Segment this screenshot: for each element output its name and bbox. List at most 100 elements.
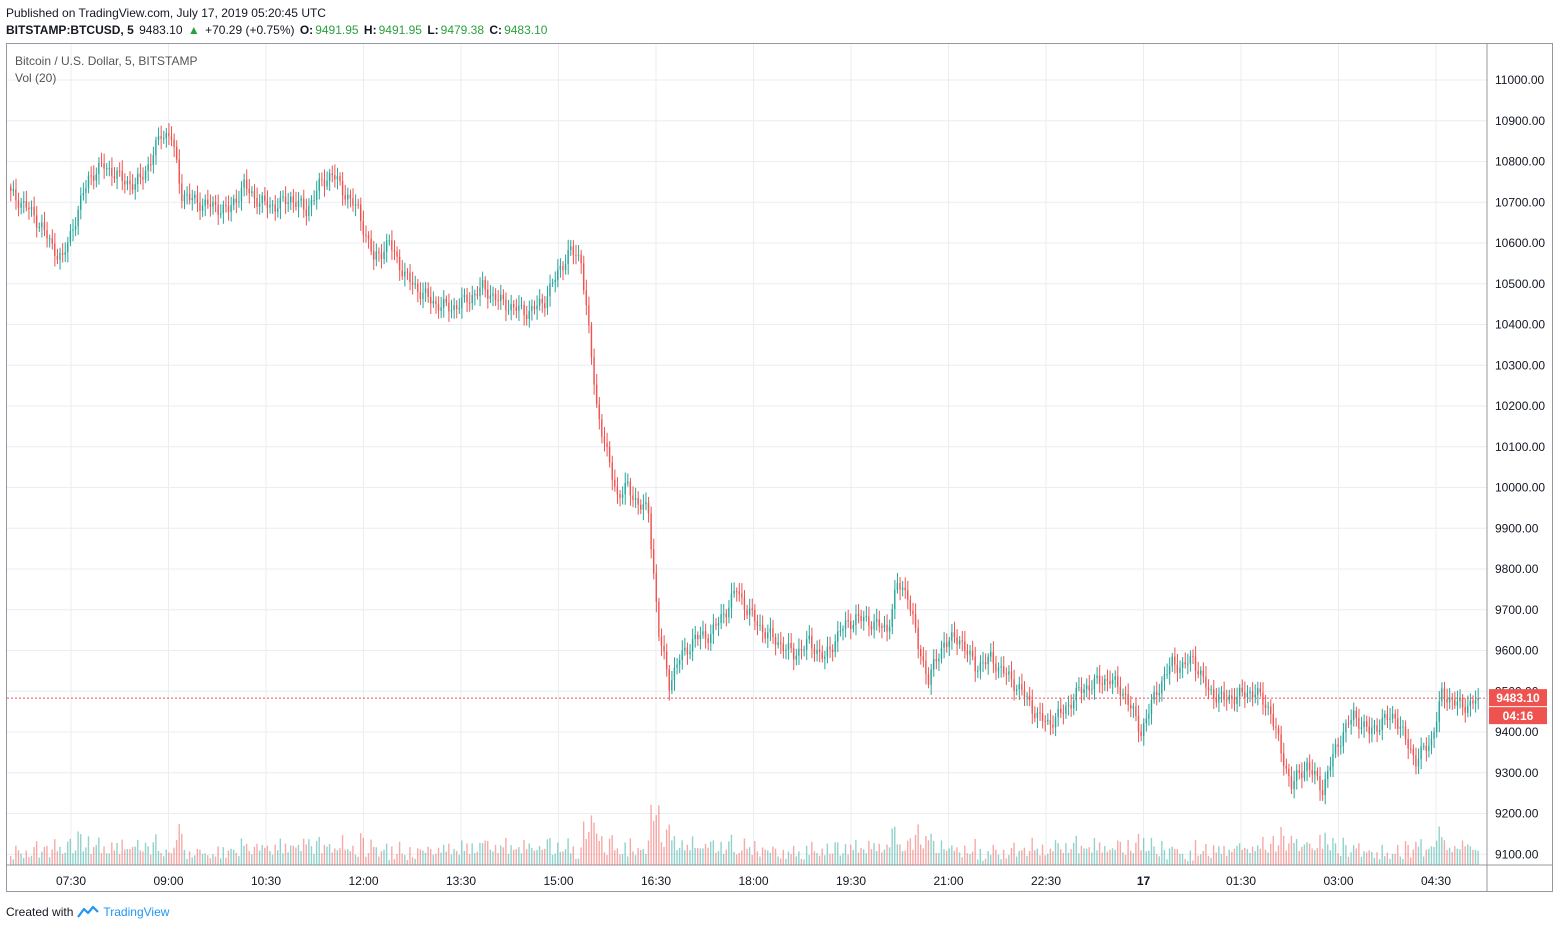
volume-bar [850, 844, 852, 865]
candle-body [328, 173, 331, 181]
volume-bar [1236, 845, 1238, 865]
volume-bar [111, 842, 113, 865]
candle-body [1047, 719, 1049, 722]
series-legend[interactable]: Bitcoin / U.S. Dollar, 5, BITSTAMP [15, 54, 198, 68]
volume-bar [982, 860, 984, 865]
y-tick-label: 10300.00 [1495, 358, 1545, 372]
volume-bar [284, 843, 287, 865]
candle-body [1088, 685, 1090, 691]
candle-body [1155, 692, 1158, 696]
candle-body [652, 549, 655, 574]
volume-bar [652, 821, 655, 865]
volume-bar [406, 860, 409, 865]
candle-body [767, 632, 769, 639]
volume-bar [404, 855, 406, 865]
candle-body [676, 664, 678, 668]
candle-body [557, 269, 559, 280]
candle-body [1254, 694, 1256, 698]
volume-bar [1065, 843, 1067, 865]
candle-body [422, 292, 424, 299]
volume-bar [821, 848, 823, 865]
candle-body [878, 619, 880, 627]
candle-body [411, 282, 414, 285]
volume-bar [1238, 843, 1241, 865]
chart-frame[interactable] [6, 43, 1553, 892]
volume-bar [614, 850, 616, 865]
volume-bar [811, 841, 813, 865]
candle-body [1306, 762, 1308, 771]
volume-bar [603, 852, 606, 865]
candle-body [1467, 705, 1469, 713]
candle-body [1184, 662, 1186, 665]
volume-bar [396, 854, 398, 865]
candle-body [1280, 734, 1282, 754]
volume-bar [567, 838, 569, 865]
candle-body [1308, 762, 1311, 770]
candle-body [222, 204, 224, 214]
volume-bar [484, 840, 486, 865]
volume-bar [17, 850, 20, 865]
volume-bar [1417, 846, 1420, 865]
volume-bar [258, 850, 261, 865]
candle-body [38, 226, 40, 228]
candle-body [85, 188, 87, 194]
volume-bar [1096, 850, 1098, 865]
candle-body [1119, 686, 1122, 696]
volume-bar [489, 849, 492, 865]
volume-bar [831, 853, 834, 865]
candle-body [627, 481, 629, 484]
volume-bar [1101, 852, 1103, 865]
candle-body [1415, 755, 1417, 767]
volume-bar [1231, 851, 1233, 865]
volume-bar [813, 851, 816, 865]
volume-bar [56, 851, 59, 865]
volume-bar [699, 848, 702, 865]
candle-body [575, 255, 577, 257]
volume-bar [966, 853, 969, 865]
candle-body [979, 662, 982, 671]
volume-bar [98, 837, 100, 865]
volume-bar [28, 857, 30, 865]
volume-bar [720, 841, 722, 865]
candle-body [1137, 715, 1140, 732]
volume-legend[interactable]: Vol (20) [15, 71, 57, 85]
candle-body [103, 163, 105, 169]
volume-bar [772, 846, 774, 865]
candle-body [191, 198, 193, 201]
x-tick-label: 13:30 [446, 874, 476, 888]
volume-bar [497, 852, 499, 865]
candle-body [1028, 695, 1031, 701]
candle-body [334, 174, 336, 180]
volume-bar [512, 849, 515, 865]
candle-body [95, 174, 97, 181]
candle-body [1192, 656, 1194, 658]
volume-bar [862, 849, 865, 865]
candle-body [572, 246, 574, 256]
volume-bar [805, 845, 808, 865]
volume-bar [909, 838, 912, 865]
volume-bar [1155, 854, 1158, 865]
candle-body [1200, 670, 1202, 675]
volume-bar [1023, 847, 1026, 865]
candle-body [886, 624, 888, 632]
tradingview-brand[interactable]: TradingView [103, 905, 170, 919]
candle-body [748, 608, 751, 616]
volume-bar [1088, 847, 1090, 865]
volume-bar [139, 850, 142, 865]
candle-body [1293, 781, 1295, 789]
volume-bar [1052, 851, 1054, 865]
volume-bar [1454, 846, 1456, 865]
volume-bar [808, 854, 810, 865]
candle-body [785, 649, 787, 652]
candle-body [684, 647, 686, 651]
candle-body [940, 647, 943, 659]
volume-bar [1018, 851, 1020, 865]
symbol-label[interactable]: BITSTAMP:BTCUSD, 5 [6, 23, 134, 37]
volume-bar [178, 824, 180, 865]
candle-body [131, 184, 134, 190]
candle-body [1376, 725, 1378, 732]
volume-bar [108, 853, 110, 865]
x-tick-label: 17 [1137, 874, 1151, 888]
candle-body [1104, 679, 1106, 685]
